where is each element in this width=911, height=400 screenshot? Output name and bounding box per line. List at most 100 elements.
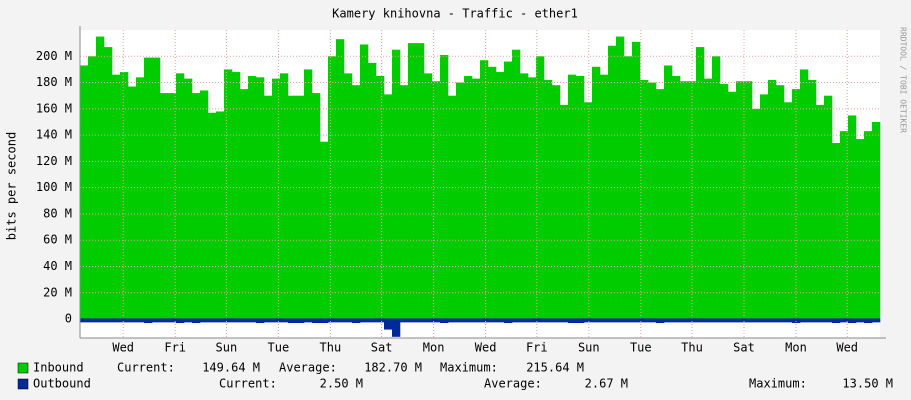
area-segment bbox=[776, 319, 785, 323]
area-segment bbox=[320, 141, 329, 320]
area-segment bbox=[296, 95, 305, 320]
legend-stat-label: Current: bbox=[117, 361, 175, 375]
area-segment bbox=[832, 319, 841, 324]
area-segment bbox=[824, 95, 833, 320]
area-segment bbox=[168, 319, 177, 323]
area-segment bbox=[752, 319, 761, 323]
area-segment bbox=[456, 82, 465, 320]
area-segment bbox=[112, 319, 121, 323]
area-segment bbox=[872, 121, 881, 320]
legend-stat-label: Current: bbox=[219, 377, 277, 391]
area-segment bbox=[608, 45, 617, 320]
area-segment bbox=[440, 319, 449, 324]
x-tick-label: Wed bbox=[836, 341, 858, 355]
chart-title: Kamery knihovna - Traffic - ether1 bbox=[332, 7, 578, 21]
area-segment bbox=[224, 69, 233, 320]
area-segment bbox=[592, 66, 601, 320]
area-segment bbox=[688, 319, 697, 323]
area-segment bbox=[464, 319, 473, 323]
area-segment bbox=[784, 102, 793, 320]
area-segment bbox=[744, 319, 753, 323]
legend-swatch bbox=[17, 378, 29, 390]
area-segment bbox=[800, 319, 809, 323]
area-segment bbox=[376, 75, 385, 320]
area-segment bbox=[264, 95, 273, 320]
area-segment bbox=[88, 319, 97, 323]
legend-label: Outbound bbox=[33, 377, 91, 391]
area-segment bbox=[856, 319, 865, 323]
area-segment bbox=[80, 65, 89, 320]
area-segment bbox=[416, 319, 425, 323]
area-segment bbox=[344, 73, 353, 320]
legend-stat-value: 13.50 M bbox=[842, 377, 893, 391]
area-segment bbox=[552, 319, 561, 323]
area-segment bbox=[240, 319, 249, 323]
area-segment bbox=[296, 319, 305, 324]
area-segment bbox=[256, 319, 265, 324]
y-tick-label: 100 M bbox=[36, 180, 72, 194]
y-tick-label: 40 M bbox=[43, 259, 72, 273]
area-segment bbox=[480, 60, 489, 320]
area-segment bbox=[768, 79, 777, 320]
area-segment bbox=[272, 78, 281, 320]
area-segment bbox=[256, 77, 265, 320]
area-segment bbox=[472, 319, 481, 323]
area-segment bbox=[704, 319, 713, 323]
area-segment bbox=[536, 319, 545, 323]
area-segment bbox=[360, 319, 369, 323]
area-segment bbox=[488, 319, 497, 323]
area-segment bbox=[288, 319, 297, 324]
area-segment bbox=[432, 81, 441, 320]
area-segment bbox=[232, 72, 241, 320]
y-tick-label: 140 M bbox=[36, 128, 72, 142]
area-segment bbox=[808, 79, 817, 320]
area-segment bbox=[760, 319, 769, 323]
area-segment bbox=[832, 143, 841, 320]
area-segment bbox=[320, 319, 329, 324]
area-segment bbox=[480, 319, 489, 323]
x-tick-label: Mon bbox=[423, 341, 445, 355]
area-segment bbox=[360, 44, 369, 320]
area-segment bbox=[336, 39, 345, 320]
area-segment bbox=[576, 319, 585, 324]
area-segment bbox=[152, 319, 161, 323]
area-segment bbox=[816, 319, 825, 323]
area-segment bbox=[616, 36, 625, 320]
x-tick-label: Sat bbox=[733, 341, 755, 355]
area-segment bbox=[392, 49, 401, 320]
area-segment bbox=[312, 93, 321, 320]
area-segment bbox=[512, 319, 521, 323]
area-segment bbox=[336, 319, 345, 323]
area-segment bbox=[200, 90, 209, 320]
area-segment bbox=[128, 319, 137, 323]
area-segment bbox=[232, 319, 241, 323]
area-segment bbox=[808, 319, 817, 323]
legend-swatch bbox=[17, 362, 29, 374]
area-segment bbox=[216, 319, 225, 323]
area-segment bbox=[528, 319, 537, 323]
area-segment bbox=[288, 95, 297, 320]
area-segment bbox=[160, 319, 169, 323]
area-segment bbox=[632, 319, 641, 323]
area-segment bbox=[192, 319, 201, 324]
area-segment bbox=[384, 319, 393, 330]
x-tick-label: Wed bbox=[475, 341, 497, 355]
area-segment bbox=[552, 85, 561, 320]
legend-stat-value: 2.67 M bbox=[585, 377, 628, 391]
area-segment bbox=[496, 72, 505, 320]
x-tick-label: Fri bbox=[164, 341, 186, 355]
area-segment bbox=[384, 94, 393, 320]
area-segment bbox=[864, 131, 873, 320]
legend-stat-label: Maximum: bbox=[749, 377, 807, 391]
y-tick-label: 60 M bbox=[43, 233, 72, 247]
area-segment bbox=[184, 78, 193, 320]
area-segment bbox=[768, 319, 777, 323]
area-segment bbox=[752, 108, 761, 320]
area-segment bbox=[608, 319, 617, 323]
area-segment bbox=[720, 319, 729, 323]
area-segment bbox=[728, 91, 737, 320]
area-segment bbox=[120, 319, 129, 323]
area-segment bbox=[504, 61, 513, 320]
area-segment bbox=[344, 319, 353, 323]
